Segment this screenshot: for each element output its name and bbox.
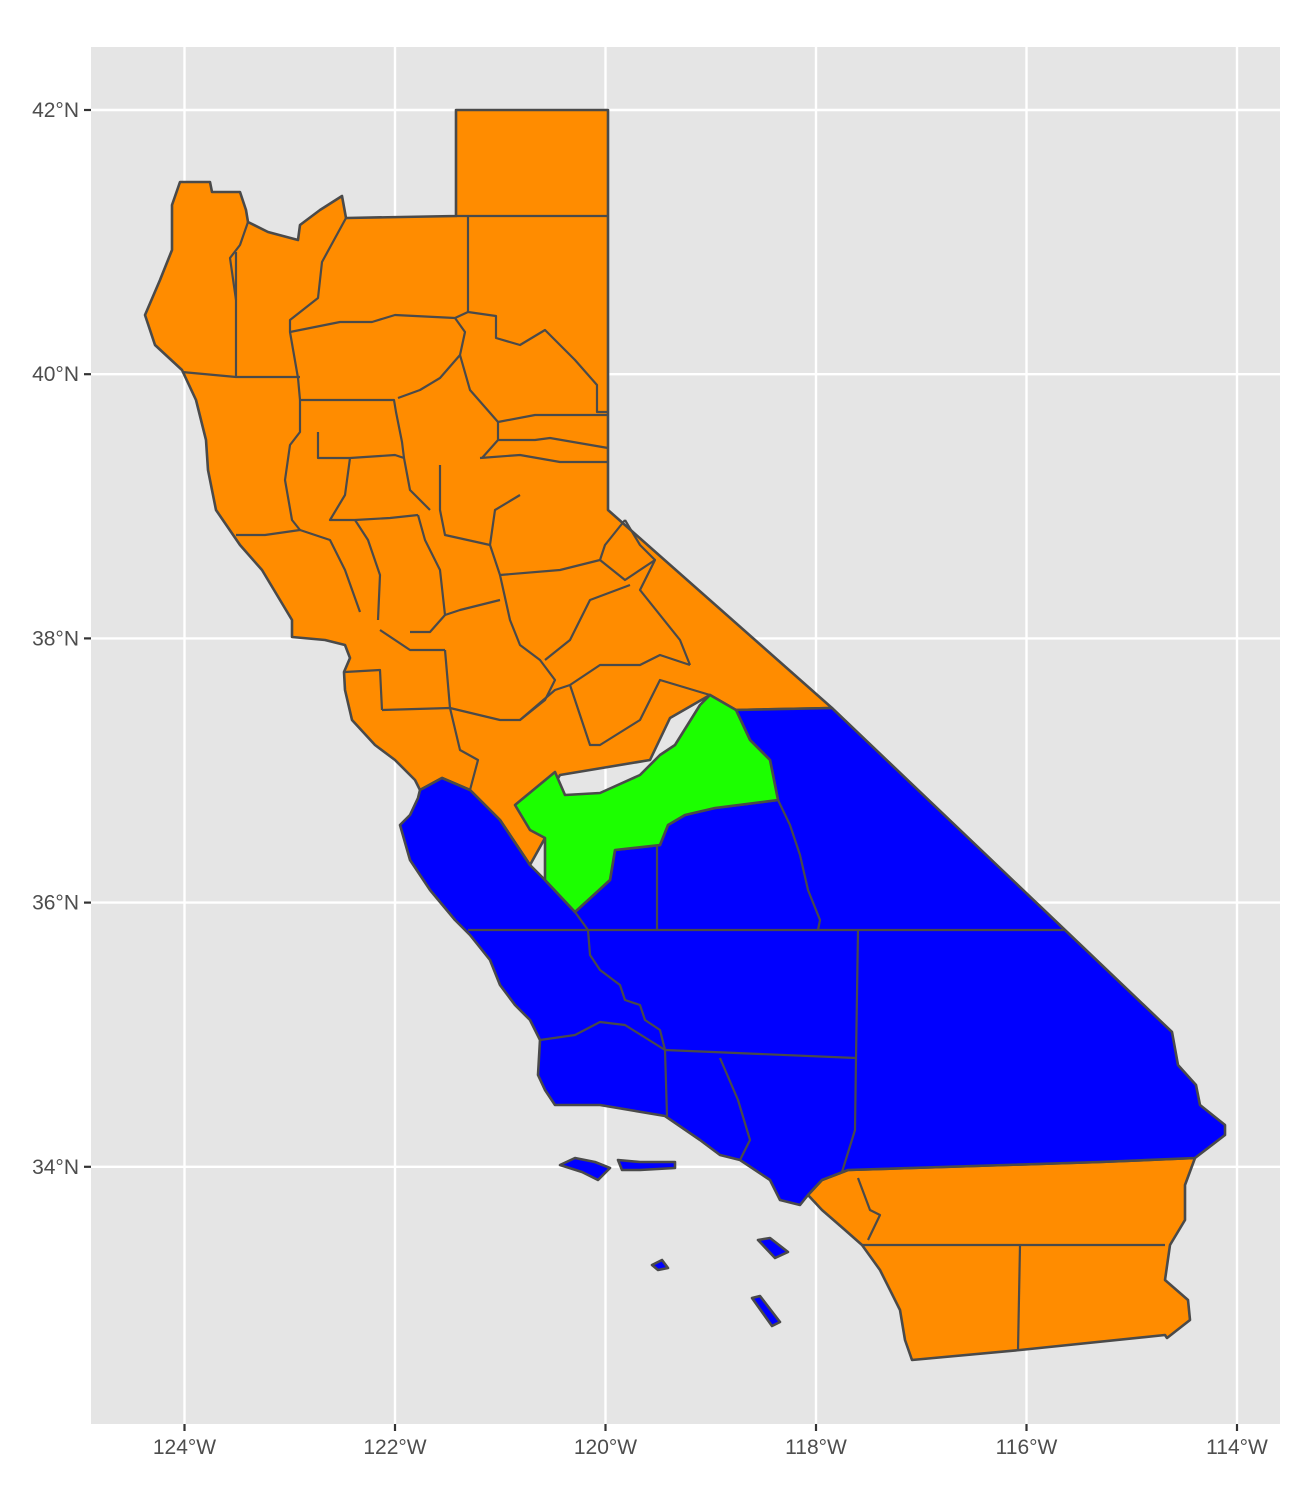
x-tick-label: 118°W — [785, 1436, 847, 1459]
x-tick-label: 122°W — [363, 1436, 426, 1459]
y-tick-label: 40°N — [32, 363, 79, 386]
fresno-county — [513, 693, 780, 914]
channel-island-san-clemente — [750, 1294, 782, 1328]
county-boundaries — [181, 214, 1165, 1351]
longitude-axis: 124°W 122°W 120°W 118°W 116°W 114°W — [153, 1424, 1268, 1459]
channel-island-catalina — [756, 1236, 790, 1260]
channel-island-santa-rosa — [616, 1158, 677, 1172]
latitude-axis: 42°N 40°N 38°N 36°N 34°N — [32, 99, 91, 1179]
southern-california-region — [806, 1156, 1197, 1362]
y-tick-label: 38°N — [32, 627, 79, 650]
x-tick-label: 114°W — [1206, 1436, 1268, 1459]
y-tick-label: 42°N — [32, 99, 79, 122]
x-tick-label: 116°W — [996, 1436, 1058, 1459]
x-tick-label: 124°W — [153, 1436, 216, 1459]
x-tick-label: 120°W — [574, 1436, 637, 1459]
channel-island-santa-barbara — [650, 1258, 670, 1272]
y-tick-label: 34°N — [32, 1156, 79, 1179]
y-tick-label: 36°N — [32, 892, 79, 915]
channel-island-santa-cruz — [558, 1156, 612, 1182]
